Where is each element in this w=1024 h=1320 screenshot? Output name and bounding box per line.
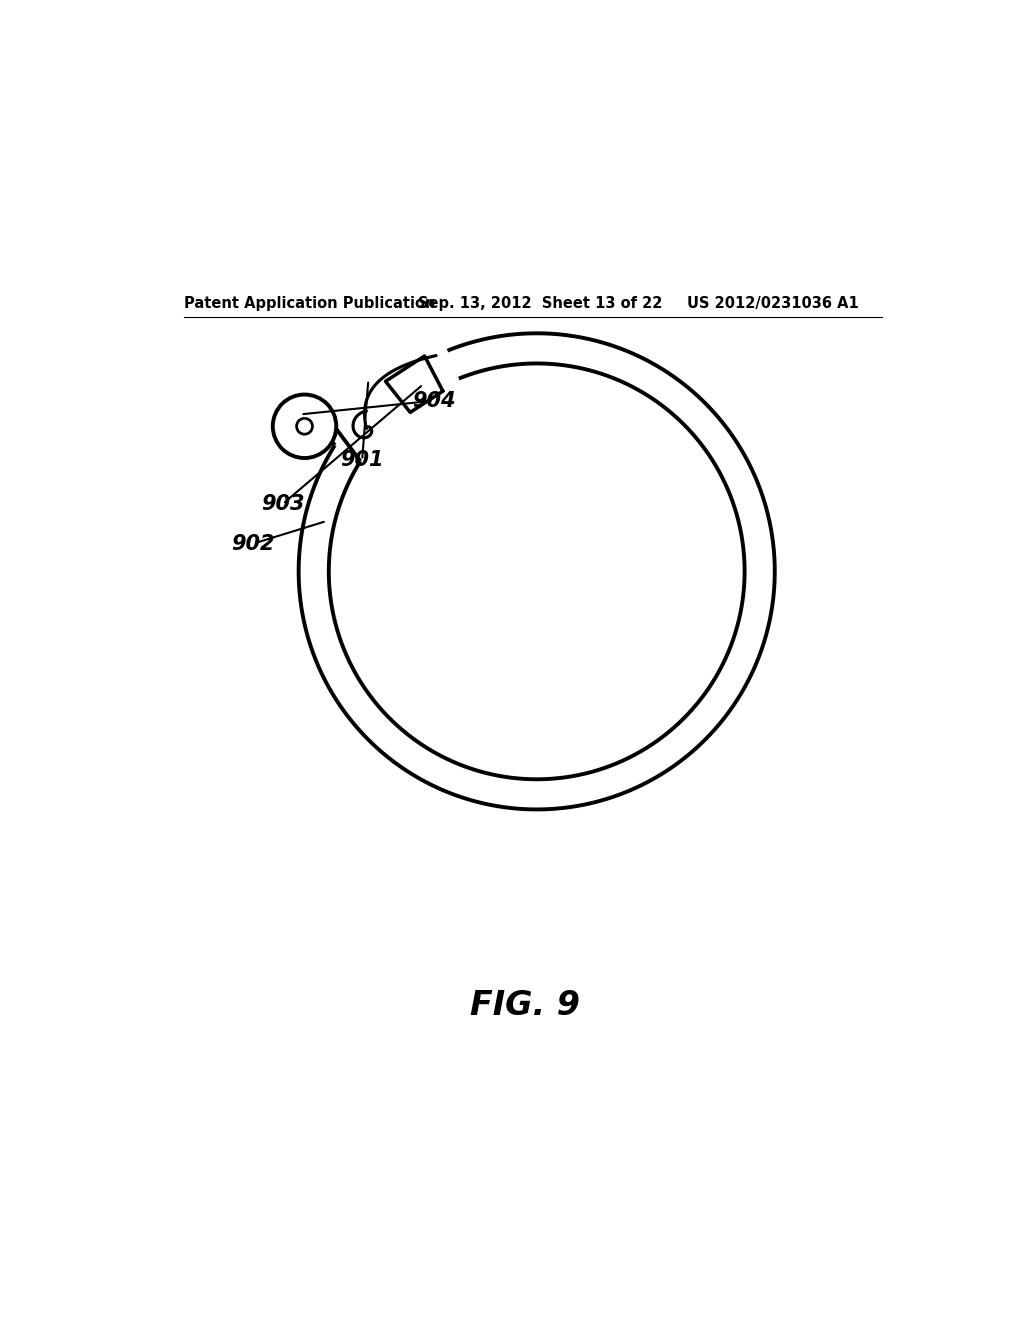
Text: Patent Application Publication: Patent Application Publication — [183, 296, 435, 310]
Text: 902: 902 — [231, 533, 275, 553]
Text: Sep. 13, 2012  Sheet 13 of 22: Sep. 13, 2012 Sheet 13 of 22 — [418, 296, 663, 310]
Polygon shape — [385, 356, 443, 412]
Text: FIG. 9: FIG. 9 — [470, 989, 580, 1022]
Circle shape — [272, 395, 336, 458]
Text: 904: 904 — [412, 391, 456, 411]
Text: US 2012/0231036 A1: US 2012/0231036 A1 — [687, 296, 859, 310]
Text: 903: 903 — [261, 494, 304, 513]
Text: 901: 901 — [340, 450, 384, 470]
